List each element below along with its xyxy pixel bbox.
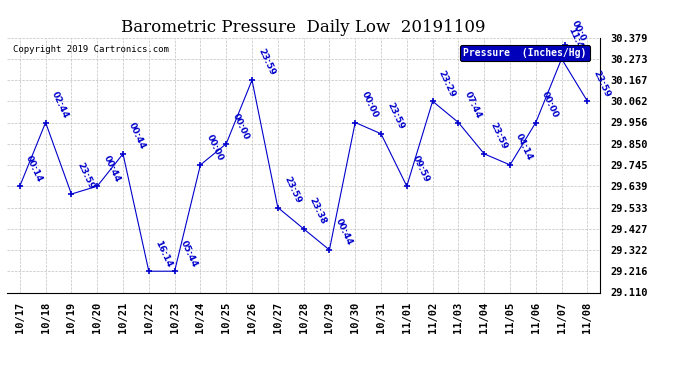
Text: 00:44: 00:44 (333, 217, 354, 247)
Text: 00:44: 00:44 (101, 154, 121, 183)
Text: Copyright 2019 Cartronics.com: Copyright 2019 Cartronics.com (13, 45, 169, 54)
Text: 00:14: 00:14 (24, 154, 44, 183)
Text: 23:59: 23:59 (489, 121, 509, 151)
Text: 00:44: 00:44 (127, 122, 148, 151)
Text: 23:59: 23:59 (76, 161, 96, 191)
Text: 23:59: 23:59 (591, 69, 612, 98)
Title: Barometric Pressure  Daily Low  20191109: Barometric Pressure Daily Low 20191109 (121, 19, 486, 36)
Text: 00:0: 00:0 (570, 19, 587, 42)
Text: 07:44: 07:44 (462, 90, 483, 120)
Text: 00:00: 00:00 (540, 90, 560, 120)
Text: 23:29: 23:29 (437, 69, 457, 98)
Legend: Pressure  (Inches/Hg): Pressure (Inches/Hg) (460, 45, 589, 61)
Text: 05:44: 05:44 (179, 238, 199, 268)
Text: 00:00: 00:00 (204, 133, 225, 162)
Text: 23:59: 23:59 (256, 48, 277, 77)
Text: 09:59: 09:59 (411, 153, 431, 183)
Text: 00:00: 00:00 (230, 112, 250, 141)
Text: 00:00: 00:00 (359, 90, 380, 120)
Text: 04:14: 04:14 (514, 132, 535, 162)
Text: 23:38: 23:38 (308, 196, 328, 226)
Text: 11:44: 11:44 (566, 26, 586, 56)
Text: 23:59: 23:59 (282, 175, 302, 205)
Text: 02:44: 02:44 (50, 90, 70, 120)
Text: 23:59: 23:59 (385, 101, 406, 131)
Text: 16:14: 16:14 (153, 238, 173, 268)
